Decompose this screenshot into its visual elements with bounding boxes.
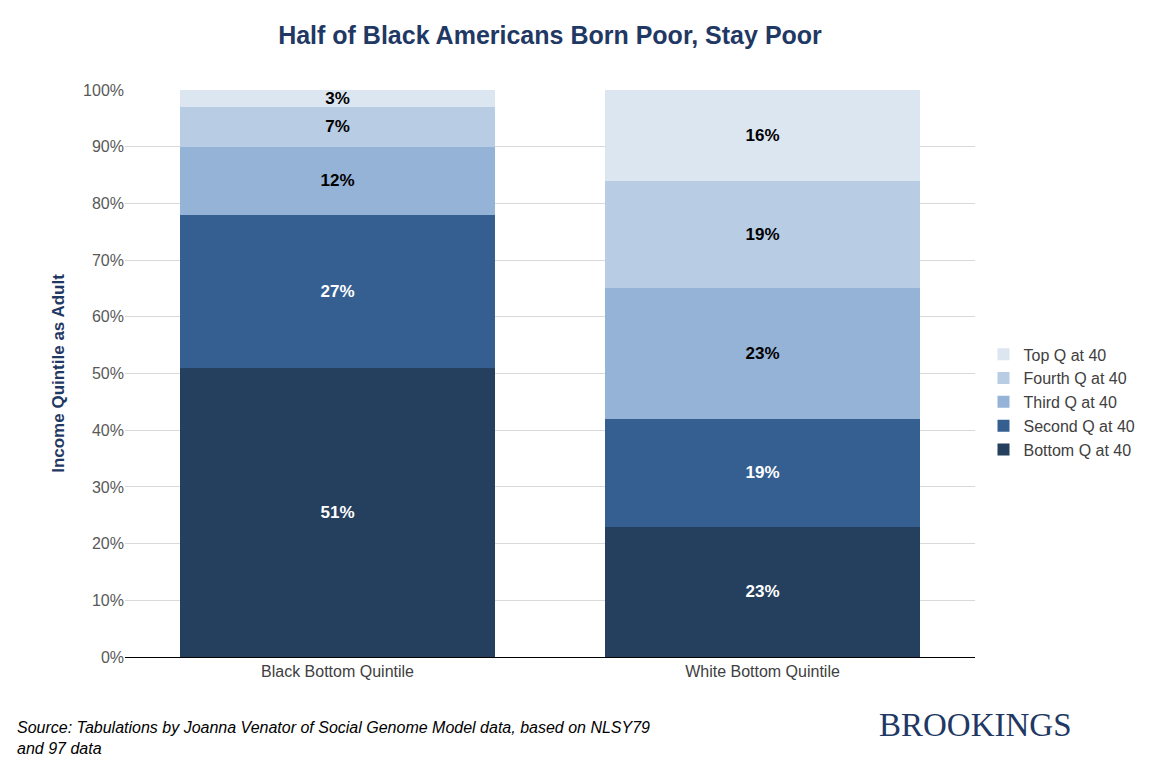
- svg-text:3%: 3%: [325, 89, 350, 108]
- svg-text:Half of Black Americans Born P: Half of Black Americans Born Poor, Stay …: [278, 21, 822, 49]
- svg-text:19%: 19%: [745, 463, 779, 482]
- svg-text:90%: 90%: [92, 138, 124, 155]
- svg-text:White Bottom Quintile: White Bottom Quintile: [685, 663, 840, 680]
- svg-text:27%: 27%: [320, 282, 354, 301]
- svg-text:Third Q at 40: Third Q at 40: [1024, 394, 1117, 411]
- svg-text:Fourth Q at 40: Fourth Q at 40: [1024, 370, 1127, 387]
- svg-text:40%: 40%: [92, 422, 124, 439]
- svg-text:80%: 80%: [92, 195, 124, 212]
- svg-text:23%: 23%: [745, 344, 779, 363]
- svg-text:19%: 19%: [745, 225, 779, 244]
- svg-text:7%: 7%: [325, 117, 350, 136]
- svg-text:10%: 10%: [92, 592, 124, 609]
- svg-text:0%: 0%: [101, 649, 124, 666]
- svg-text:50%: 50%: [92, 365, 124, 382]
- svg-text:Source: Tabulations by Joanna: Source: Tabulations by Joanna Venator of…: [17, 719, 650, 757]
- svg-text:Income Quintile as Adult: Income Quintile as Adult: [49, 274, 68, 473]
- svg-text:20%: 20%: [92, 535, 124, 552]
- svg-text:Top Q at 40: Top Q at 40: [1024, 346, 1107, 363]
- svg-text:51%: 51%: [320, 503, 354, 522]
- svg-text:70%: 70%: [92, 252, 124, 269]
- svg-text:Bottom Q at 40: Bottom Q at 40: [1024, 442, 1132, 459]
- svg-text:Second Q at 40: Second Q at 40: [1024, 418, 1135, 435]
- svg-text:23%: 23%: [745, 582, 779, 601]
- svg-text:100%: 100%: [83, 82, 124, 99]
- svg-text:16%: 16%: [745, 126, 779, 145]
- svg-text:Black Bottom Quintile: Black Bottom Quintile: [261, 663, 414, 680]
- svg-text:BROOKINGS: BROOKINGS: [879, 707, 1072, 743]
- svg-text:60%: 60%: [92, 308, 124, 325]
- svg-text:30%: 30%: [92, 479, 124, 496]
- svg-text:12%: 12%: [320, 171, 354, 190]
